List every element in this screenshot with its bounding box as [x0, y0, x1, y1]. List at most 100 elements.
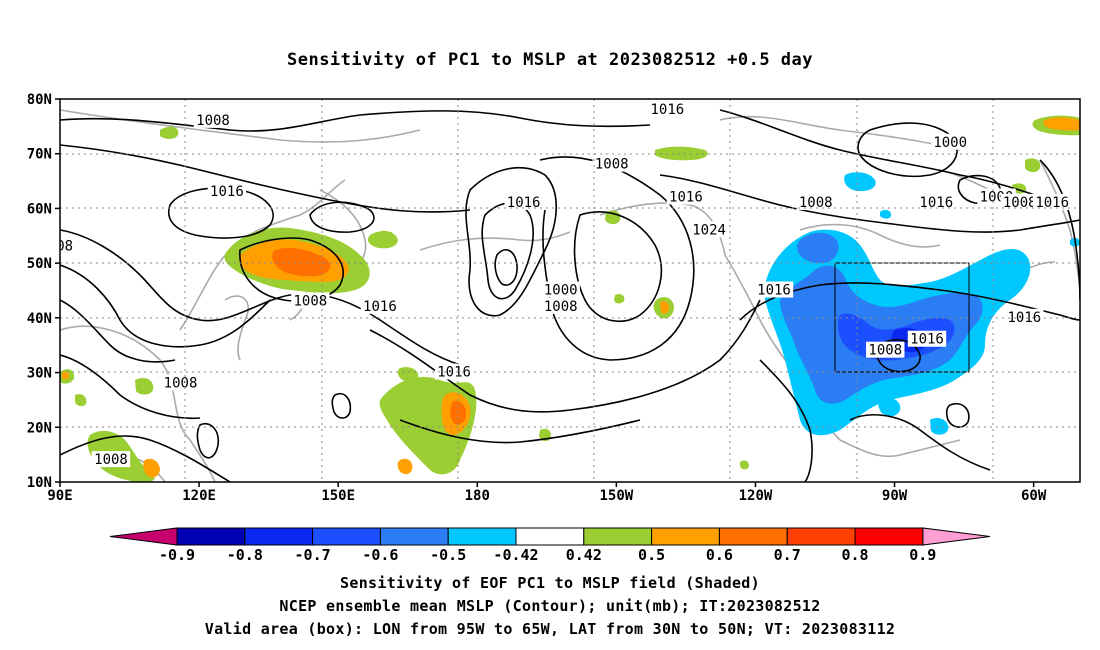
contour-label-bg — [689, 221, 729, 238]
contour-label: 1016 — [507, 195, 541, 211]
contour-label: 1008 — [799, 195, 833, 211]
shaded-region — [880, 209, 892, 219]
mslp-contours — [60, 109, 1080, 482]
colorbar-swatch — [244, 527, 314, 546]
map-frame — [59, 98, 1081, 483]
contour-label: 1008 — [94, 452, 128, 468]
lon-tick-label: 150W — [600, 488, 634, 504]
contour-label: 1008 — [196, 113, 230, 129]
contour-label-bg — [1032, 193, 1072, 210]
shaded-region — [75, 394, 87, 407]
colorbar-low-extend — [109, 527, 178, 546]
shaded-region — [160, 126, 179, 139]
colorbar-swatch — [854, 527, 924, 546]
shaded-region — [878, 398, 901, 417]
shaded-region — [1043, 117, 1080, 131]
shaded-region — [272, 247, 331, 277]
contour-label-bg — [541, 297, 580, 314]
shaded-region — [930, 418, 949, 435]
colorbar-swatch — [176, 527, 246, 546]
contour-label: 1008 — [294, 293, 328, 309]
contour-label-bg — [648, 100, 687, 117]
contour-label-bg — [291, 292, 330, 309]
shaded-region — [397, 458, 413, 475]
contour-label-bg — [754, 281, 794, 298]
figure-title: Sensitivity of PC1 to MSLP at 2023082512… — [286, 50, 813, 70]
contour-label: 1016 — [210, 184, 244, 200]
colorbar-label: 0.42 — [566, 546, 602, 560]
contour-label-bg — [592, 155, 631, 172]
colorbar-swatch — [718, 527, 788, 546]
latitude-axis: 80N 70N 60N 50N 40N 30N 20N 10N — [27, 92, 60, 491]
shaded-region — [1025, 158, 1041, 173]
lon-tick-label: 90W — [882, 488, 908, 504]
contour-label: 1016 — [1008, 310, 1042, 326]
shaded-region — [143, 458, 160, 478]
contour-label-bg — [796, 193, 835, 210]
colorbar-high-extend — [922, 527, 991, 546]
shaded-region — [135, 378, 154, 395]
colorbar-label: -0.42 — [493, 546, 538, 560]
contour-label-bg — [917, 193, 956, 210]
contour-label-bg — [91, 451, 131, 468]
lat-tick-label: 70N — [27, 147, 52, 163]
colorbar-label: 0.6 — [706, 546, 733, 560]
caption-shaded: Sensitivity of EOF PC1 to MSLP field (Sh… — [340, 574, 760, 592]
colorbar-swatch — [651, 527, 720, 546]
contour-label-bg — [360, 297, 400, 314]
colorbar-label: -0.7 — [295, 546, 331, 560]
lat-tick-label: 40N — [27, 311, 52, 327]
contour-label: 1008 — [868, 343, 902, 359]
contour-label-bg — [60, 237, 76, 254]
lon-tick-label: 180 — [465, 488, 490, 504]
contour-label: 1016 — [363, 299, 397, 315]
contour-label: 1016 — [1035, 195, 1069, 211]
contour-label-bg — [666, 188, 706, 205]
lon-tick-label: 60W — [1021, 488, 1047, 504]
lat-tick-label: 80N — [27, 92, 52, 108]
contour-label-bg — [504, 193, 543, 210]
contour-label-bg — [161, 374, 200, 391]
shaded-region — [797, 232, 839, 264]
contour-label: 1008 — [164, 376, 198, 392]
contour-label-bg — [434, 363, 474, 380]
colorbar-label: -0.6 — [362, 546, 398, 560]
contour-label: 1024 — [692, 222, 726, 238]
contour-label: 1008 — [1003, 195, 1037, 211]
shaded-region — [367, 230, 398, 249]
contour-label-bg — [193, 111, 233, 128]
shaded-region — [397, 367, 419, 382]
contour-label-bg — [207, 183, 247, 200]
contour-label: 08 — [56, 239, 73, 255]
contour-label: 1016 — [651, 102, 685, 118]
colorbar-swatch — [786, 527, 856, 546]
colorbar-label: 0.9 — [909, 546, 936, 560]
contour-label: 1000 — [544, 283, 578, 299]
contour-label: 1016 — [910, 332, 944, 348]
colorbar-swatch — [447, 527, 517, 546]
lat-tick-label: 50N — [27, 256, 52, 272]
lon-tick-label: 120E — [182, 488, 216, 504]
longitude-axis: 90E 120E 150E 180 150W 120W 90W 60W — [47, 482, 1047, 504]
shaded-region — [62, 371, 70, 380]
contour-label-bg — [1000, 193, 1039, 210]
colorbar-swatch — [515, 527, 585, 546]
sensitivity-shading — [60, 115, 1080, 482]
shaded-region — [740, 460, 749, 470]
lat-tick-label: 60N — [27, 201, 52, 217]
contour-label: 1016 — [437, 365, 471, 381]
lon-tick-label: 120W — [739, 488, 773, 504]
caption-contour: NCEP ensemble mean MSLP (Contour); unit(… — [279, 597, 821, 615]
contour-label: 1008 — [544, 299, 578, 315]
contour-label-bg — [930, 133, 970, 150]
contour-label-bg — [541, 281, 580, 298]
shaded-region — [655, 146, 708, 161]
contour-label-bg — [907, 330, 947, 347]
colorbar-label: -0.9 — [159, 546, 195, 560]
caption-valid-area: Valid area (box): LON from 95W to 65W, L… — [204, 620, 896, 638]
contour-label: 1016 — [919, 195, 953, 211]
lat-tick-label: 30N — [27, 366, 52, 382]
